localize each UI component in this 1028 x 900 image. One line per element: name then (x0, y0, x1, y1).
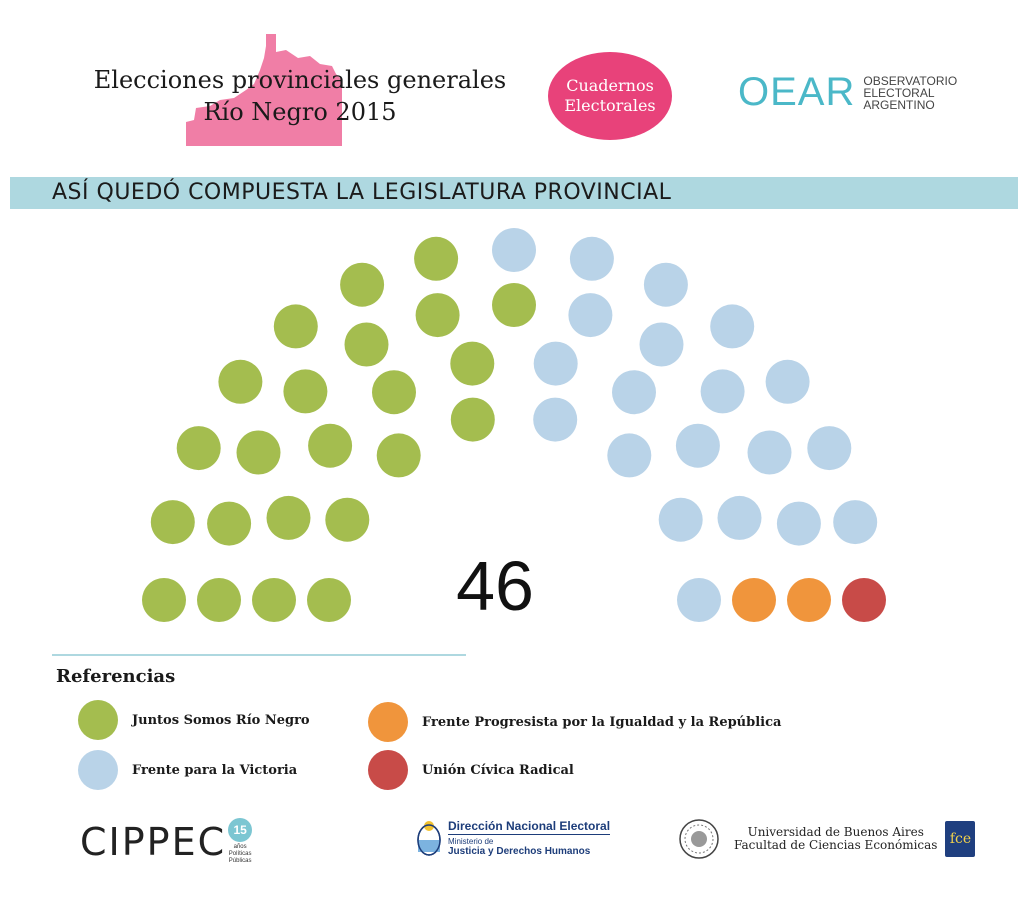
seat-dot (372, 370, 416, 415)
cippec-years-circle: 15 (228, 818, 253, 842)
seat-dot (273, 304, 318, 349)
title-line-2: Río Negro 2015 (203, 98, 397, 126)
uba-logo-line-1: Universidad de Buenos Aires (747, 825, 924, 839)
seat-dot (450, 341, 495, 386)
national-shield-icon (417, 821, 441, 856)
legend-title: Referencias (56, 666, 176, 687)
dne-logo-title: Dirección Nacional Electoral (448, 819, 611, 835)
seat-dot (710, 304, 755, 349)
uba-logo-text: Universidad de Buenos Aires Facultad de … (734, 826, 937, 852)
series-badge-line-2: Electorales (564, 96, 656, 115)
province-map-shape (186, 34, 342, 146)
oear-logo: OEAR Observatorio Electoral Argentino (738, 70, 957, 115)
seat-dot (266, 495, 311, 540)
seat-dot (450, 397, 495, 442)
legend-item: Unión Cívica Radical (368, 750, 574, 790)
fce-badge: fce (945, 821, 976, 857)
oear-logo-line-3: Argentino (863, 97, 935, 112)
seat-dot (308, 423, 353, 468)
page-title: Elecciones provinciales generales Río Ne… (70, 64, 530, 128)
seat-dot (414, 236, 459, 281)
seat-dot (747, 430, 792, 475)
seat-dot (344, 322, 389, 367)
title-line-1: Elecciones provinciales generales (93, 66, 507, 94)
legend-swatch (78, 700, 118, 740)
uba-logo-line-2: Facultad de Ciencias Económicas (734, 838, 938, 852)
chart-title: ASÍ QUEDÓ COMPUESTA LA LEGISLATURA PROVI… (52, 180, 672, 205)
uba-logo: Universidad de Buenos Aires Facultad de … (678, 818, 976, 860)
seat-dot (236, 430, 281, 475)
seat-dot (533, 341, 578, 386)
section-banner (10, 177, 1018, 209)
seat-dot (533, 397, 578, 442)
dne-logo: Dirección Nacional Electoral Ministerio … (416, 818, 611, 858)
legend-item: Frente para la Victoria (78, 750, 297, 790)
legend-label: Frente para la Victoria (132, 762, 298, 778)
seat-dot (415, 293, 460, 338)
seat-dot (717, 495, 762, 540)
cippec-sub-2: Públicas (228, 858, 252, 864)
cippec-years: 15 (233, 822, 247, 837)
oear-logo-text: Observatorio Electoral Argentino (863, 75, 957, 111)
seat-dot (643, 262, 688, 307)
cippec-logo: CIPPEC 15 años Políticas Públicas (80, 818, 253, 865)
seat-dot (197, 578, 241, 622)
seat-dot (765, 359, 810, 404)
cippec-logo-wordmark: CIPPEC (80, 819, 227, 864)
oear-logo-mark: OEAR (738, 70, 856, 114)
oear-logo-line-2: Electoral (863, 85, 935, 100)
seat-dot (639, 322, 684, 367)
seat-dot (340, 262, 385, 307)
seat-dot (207, 501, 252, 546)
total-seats-label: 46 (456, 547, 534, 625)
dne-logo-sub-1: Ministerio de (448, 837, 494, 846)
seat-dot (607, 433, 652, 478)
cippec-anniversary-badge: 15 años Políticas Públicas (228, 818, 253, 865)
dne-logo-sub-2: Justicia y Derechos Humanos (448, 846, 591, 857)
uba-seal-icon (679, 819, 719, 859)
legend-swatch (368, 702, 408, 742)
seat-dot (787, 578, 831, 622)
seat-dot (307, 578, 351, 622)
legend-divider (52, 654, 466, 656)
legend-label: Frente Progresista por la Igualdad y la … (422, 714, 782, 730)
seat-dot (176, 426, 221, 471)
seat-dot (325, 497, 370, 542)
seat-dot (675, 423, 720, 468)
legend-swatch (78, 750, 118, 790)
seat-dot (569, 236, 614, 281)
legend-item: Juntos Somos Río Negro (78, 700, 310, 740)
seat-dot (568, 293, 613, 338)
seat-dot (658, 497, 703, 542)
legend-swatch (368, 750, 408, 790)
seat-dot (252, 578, 296, 622)
seat-dot (612, 370, 656, 415)
seat-dot (376, 433, 421, 478)
seat-dot (833, 500, 878, 545)
cippec-years-label: años (233, 844, 247, 850)
legend-label: Juntos Somos Río Negro (132, 712, 310, 728)
seat-dot (732, 578, 776, 622)
parliament-chart (142, 228, 886, 622)
fce-badge-text: fce (949, 831, 972, 847)
seat-dot (492, 283, 536, 327)
seat-dot (776, 501, 821, 546)
seat-dot (677, 578, 721, 622)
cippec-sub-1: Políticas (228, 851, 252, 857)
seat-dot (283, 369, 328, 414)
dne-logo-text: Dirección Nacional Electoral Ministerio … (448, 819, 611, 857)
series-badge: Cuadernos Electorales (548, 52, 672, 140)
seat-dot (807, 426, 852, 471)
legend-label: Unión Cívica Radical (422, 762, 574, 778)
oear-logo-line-1: Observatorio (863, 73, 958, 88)
seat-dot (150, 500, 195, 545)
legend-item: Frente Progresista por la Igualdad y la … (368, 702, 781, 742)
seat-dot (142, 578, 186, 622)
series-badge-line-1: Cuadernos (566, 76, 654, 95)
seat-dot (492, 228, 536, 272)
seat-dot (218, 359, 263, 404)
seat-dot (842, 578, 886, 622)
seat-dot (700, 369, 745, 414)
